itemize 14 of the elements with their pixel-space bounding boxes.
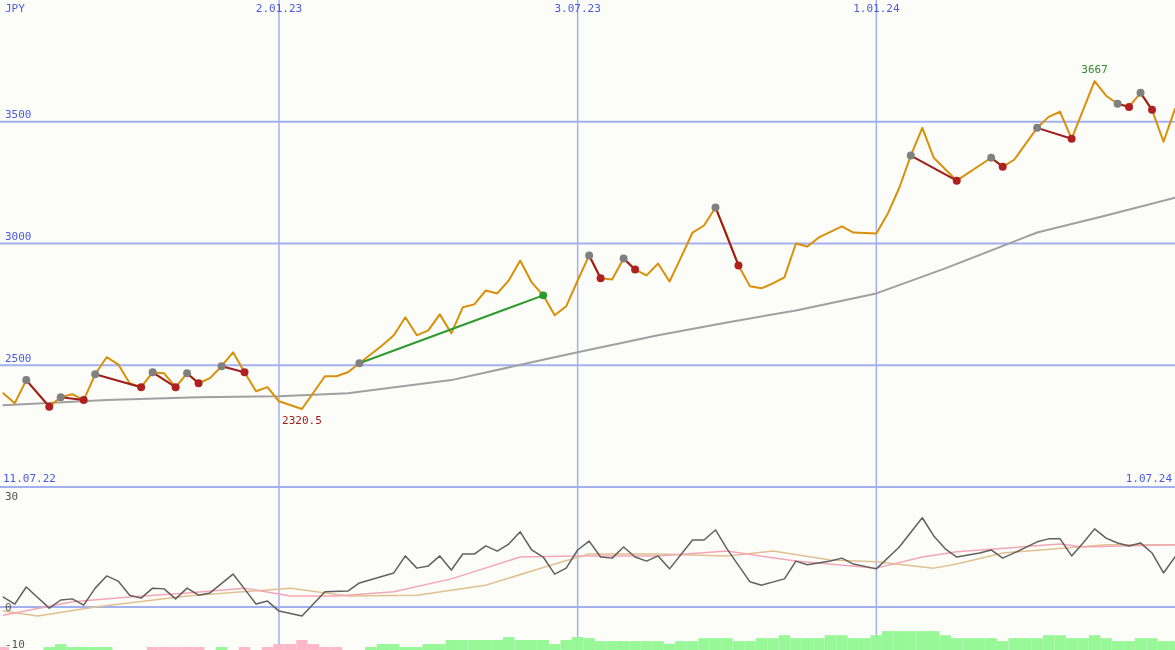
y-tick-label: 30 [5, 489, 19, 503]
x-tick-label: 1.01.24 [853, 2, 900, 15]
y-tick-label: -10 [5, 637, 25, 650]
y-tick-label: 0 [5, 600, 12, 614]
y-tick-label: 2500 [5, 351, 32, 365]
x-tick-label: 3.07.23 [554, 2, 601, 15]
x-tick-label: 2.01.23 [255, 2, 303, 15]
y-tick-label: 3000 [5, 230, 32, 244]
annotation: 11.07.22 [3, 472, 56, 485]
annotation: 1.07.24 [1125, 472, 1173, 485]
y-tick-label: 3500 [5, 108, 32, 122]
y-axis-title: JPY [5, 2, 26, 15]
annotation: 2320.5 [282, 414, 322, 428]
annotation: 3667 [1081, 63, 1108, 77]
